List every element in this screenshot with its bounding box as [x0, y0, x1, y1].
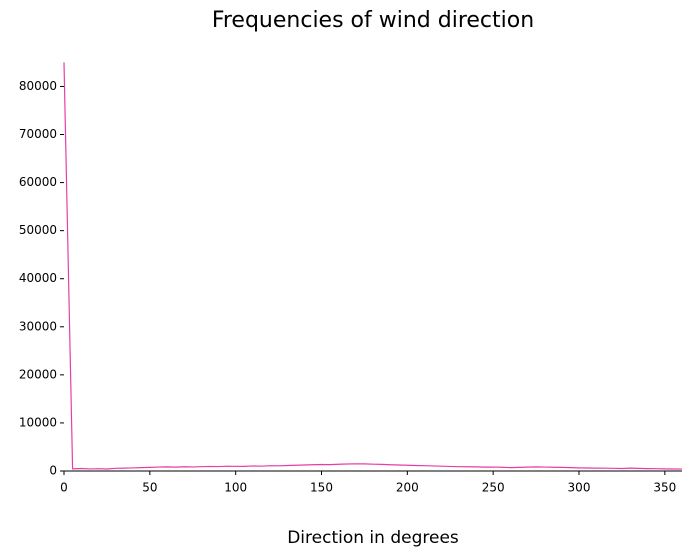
x-tick-label: 250 [482, 481, 505, 495]
x-tick-label: 50 [142, 481, 157, 495]
y-tick-label: 50000 [19, 223, 57, 237]
y-tick-label: 30000 [19, 319, 57, 333]
y-tick-label: 40000 [19, 271, 57, 285]
y-tick-label: 80000 [19, 79, 57, 93]
y-tick-label: 10000 [19, 415, 57, 429]
x-tick-label: 350 [653, 481, 676, 495]
y-tick-label: 20000 [19, 367, 57, 381]
y-tick-label: 60000 [19, 175, 57, 189]
chart-title: Frequencies of wind direction [212, 8, 534, 33]
x-tick-label: 150 [310, 481, 333, 495]
x-tick-label: 0 [60, 481, 68, 495]
y-tick-label: 0 [49, 464, 57, 478]
x-tick-label: 100 [224, 481, 247, 495]
x-tick-label: 300 [568, 481, 591, 495]
x-tick-label: 200 [396, 481, 419, 495]
x-axis-label: Direction in degrees [287, 528, 459, 548]
y-tick-label: 70000 [19, 127, 57, 141]
data-line [63, 62, 683, 470]
